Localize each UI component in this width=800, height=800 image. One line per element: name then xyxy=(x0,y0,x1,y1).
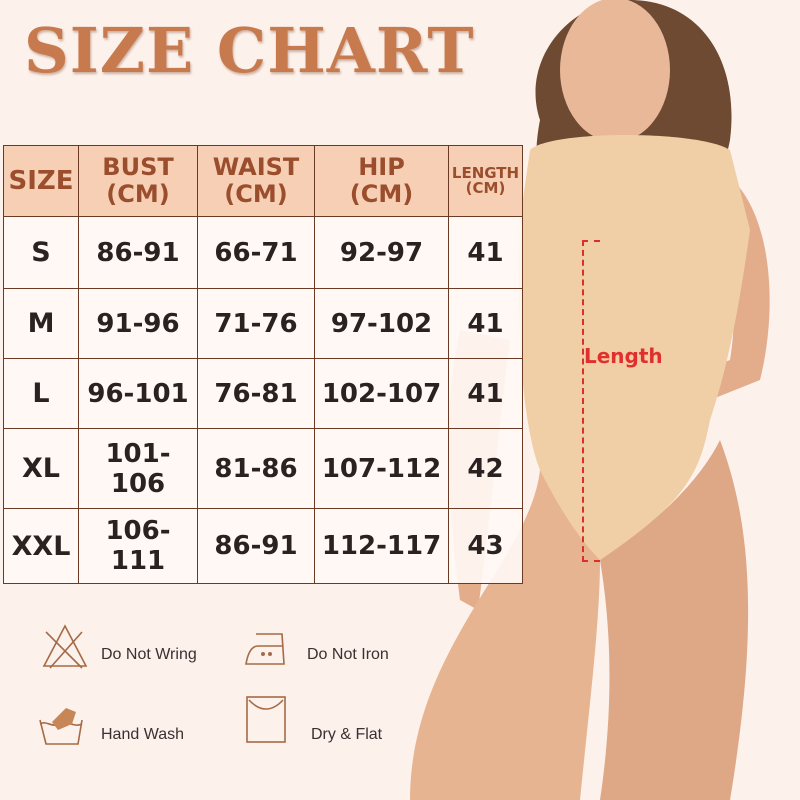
cell-bust: 101-106 xyxy=(78,428,198,509)
header-hip: HIP (CM) xyxy=(314,145,449,217)
cell-bust: 86-91 xyxy=(78,216,198,289)
header-waist: WAIST (CM) xyxy=(197,145,315,217)
care-dry-flat: Dry & Flat xyxy=(311,726,383,743)
dry-flat-icon xyxy=(246,696,286,743)
cell-size: L xyxy=(3,358,79,429)
cell-length: 41 xyxy=(448,288,523,359)
cell-bust: 96-101 xyxy=(78,358,198,429)
cell-waist: 81-86 xyxy=(197,428,315,509)
cell-length: 41 xyxy=(448,216,523,289)
cell-size: XXL xyxy=(3,508,79,584)
header-unit: (CM) xyxy=(465,179,506,197)
cell-hip: 92-97 xyxy=(314,216,449,289)
cell-bust: 106-111 xyxy=(78,508,198,584)
cell-hip: 97-102 xyxy=(314,288,449,359)
header-length: LENGTH (CM) xyxy=(448,145,523,217)
cell-hip: 107-112 xyxy=(314,428,449,509)
hand-wash-icon xyxy=(39,708,83,745)
table-header-row: SIZE BUST (CM) WAIST (CM) HIP (CM) LENGTH (C… xyxy=(3,145,523,217)
table-row: S 86-91 66-71 92-97 41 xyxy=(3,216,523,289)
table-row: XL 101-106 81-86 107-112 42 xyxy=(3,428,523,509)
header-label: WAIST xyxy=(212,153,300,181)
cell-length: 43 xyxy=(448,508,523,584)
header-bust: BUST (CM) xyxy=(78,145,198,217)
cell-bust: 91-96 xyxy=(78,288,198,359)
cell-size: S xyxy=(3,216,79,289)
cell-waist: 86-91 xyxy=(197,508,315,584)
header-label: LENGTH xyxy=(451,164,520,182)
page-title: SIZE CHART xyxy=(24,14,475,87)
care-do-not-iron: Do Not Iron xyxy=(307,646,389,663)
header-label: BUST xyxy=(102,153,174,181)
cell-size: XL xyxy=(3,428,79,509)
cell-size: M xyxy=(3,288,79,359)
cell-length: 42 xyxy=(448,428,523,509)
care-do-not-wring: Do Not Wring xyxy=(101,646,197,663)
table-row: XXL 106-111 86-91 112-117 43 xyxy=(3,508,523,584)
care-hand-wash: Hand Wash xyxy=(101,726,184,743)
table-row: M 91-96 71-76 97-102 41 xyxy=(3,288,523,359)
do-not-wring-icon xyxy=(42,624,88,669)
cell-hip: 102-107 xyxy=(314,358,449,429)
cell-waist: 66-71 xyxy=(197,216,315,289)
size-chart-table: SIZE BUST (CM) WAIST (CM) HIP (CM) LENGTH (C… xyxy=(3,145,523,584)
cell-length: 41 xyxy=(448,358,523,429)
header-size: SIZE xyxy=(3,145,79,217)
length-label: Length xyxy=(584,344,663,368)
header-unit: (CM) xyxy=(106,180,170,208)
header-unit: (CM) xyxy=(349,180,414,208)
do-not-iron-icon xyxy=(245,633,285,665)
cell-waist: 71-76 xyxy=(197,288,315,359)
cell-hip: 112-117 xyxy=(314,508,449,584)
header-label: HIP xyxy=(358,153,405,181)
length-measure-line xyxy=(582,240,600,562)
header-label: SIZE xyxy=(8,165,74,196)
table-row: L 96-101 76-81 102-107 41 xyxy=(3,358,523,429)
cell-waist: 76-81 xyxy=(197,358,315,429)
header-unit: (CM) xyxy=(224,180,288,208)
